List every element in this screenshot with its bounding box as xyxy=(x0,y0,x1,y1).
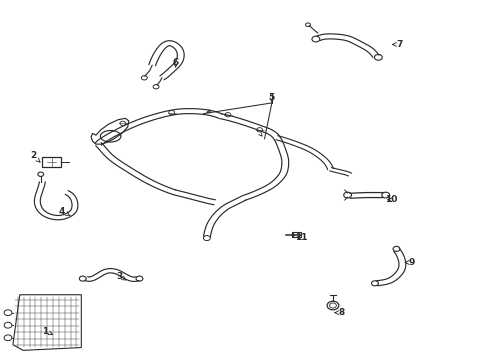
Text: 11: 11 xyxy=(295,233,307,242)
Text: 9: 9 xyxy=(405,258,416,267)
Text: 5: 5 xyxy=(269,93,275,102)
Text: 7: 7 xyxy=(392,40,403,49)
Text: 4: 4 xyxy=(59,207,70,216)
Text: 10: 10 xyxy=(386,195,398,204)
Bar xyxy=(293,232,301,237)
Bar xyxy=(42,157,61,167)
Text: 2: 2 xyxy=(30,152,40,162)
Text: 8: 8 xyxy=(335,308,345,317)
Text: 3: 3 xyxy=(116,271,126,280)
Text: 1: 1 xyxy=(43,327,52,336)
Text: 6: 6 xyxy=(172,58,179,67)
